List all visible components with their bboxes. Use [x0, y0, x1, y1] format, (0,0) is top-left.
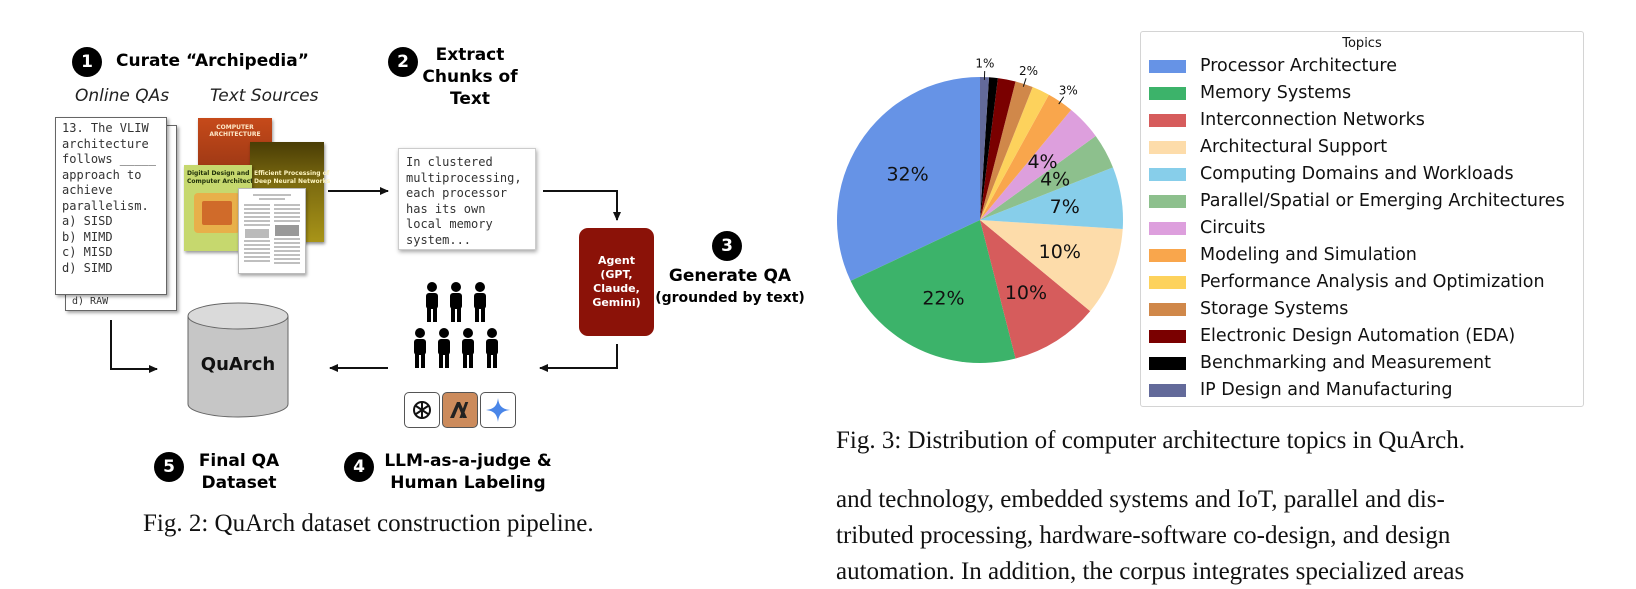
step-3-subtitle: (grounded by text): [648, 287, 812, 309]
legend-label: Circuits: [1200, 218, 1265, 238]
legend-item: Storage Systems: [1149, 298, 1348, 320]
legend-swatch: [1149, 60, 1186, 73]
legend-swatch: [1149, 222, 1186, 235]
gemini-logo-icon: [480, 392, 516, 428]
legend-item: Performance Analysis and Optimization: [1149, 271, 1545, 293]
step-2-title: Extract Chunks of Text: [410, 44, 530, 110]
legend-swatch: [1149, 249, 1186, 262]
legend-label: Memory Systems: [1200, 83, 1351, 103]
topics-legend: Topics Processor Architecture Memory Syst…: [1140, 31, 1584, 407]
legend-label: Computing Domains and Workloads: [1200, 164, 1514, 184]
legend-swatch: [1149, 168, 1186, 181]
body-text-line: and technology, embedded systems and IoT…: [836, 483, 1445, 517]
legend-item: Processor Architecture: [1149, 55, 1397, 77]
legend-label: IP Design and Manufacturing: [1200, 380, 1452, 400]
legend-item: Electronic Design Automation (EDA): [1149, 325, 1515, 347]
legend-label: Processor Architecture: [1200, 56, 1397, 76]
legend-title: Topics: [1141, 36, 1583, 51]
online-qas-label: Online QAs: [75, 86, 169, 106]
database-label: QuArch: [186, 354, 290, 375]
legend-item: Circuits: [1149, 217, 1265, 239]
legend-item: Computing Domains and Workloads: [1149, 163, 1514, 185]
step-4-badge: 4: [344, 452, 374, 482]
step-3-badge: 3: [712, 231, 742, 261]
slice-percent-label: 32%: [886, 164, 928, 186]
topics-pie-chart: 32%22%10%10%7%4%4%3%2%1%: [836, 46, 1136, 376]
legend-swatch: [1149, 114, 1186, 127]
figure-2-caption: Fig. 2: QuArch dataset construction pipe…: [143, 510, 594, 538]
legend-swatch: [1149, 276, 1186, 289]
step-4-title: LLM-as-a-judge & Human Labeling: [382, 450, 554, 494]
legend-swatch: [1149, 141, 1186, 154]
legend-swatch: [1149, 330, 1186, 343]
step-5-title: Final QA Dataset: [194, 450, 284, 494]
arrow-agent-to-humans: [540, 344, 617, 368]
text-chunk: In clustered multiprocessing, each proce…: [398, 148, 536, 250]
legend-swatch: [1149, 87, 1186, 100]
arrow-chunk-to-agent: [543, 191, 617, 220]
legend-item: Memory Systems: [1149, 82, 1351, 104]
legend-item: Modeling and Simulation: [1149, 244, 1417, 266]
anthropic-logo-icon: [442, 392, 478, 428]
legend-swatch: [1149, 195, 1186, 208]
legend-label: Architectural Support: [1200, 137, 1387, 157]
legend-item: Interconnection Networks: [1149, 109, 1425, 131]
body-text-line: tributed processing, hardware-software c…: [836, 519, 1450, 553]
openai-logo-icon: [404, 392, 440, 428]
book2-title: Efficient Processing of Deep Neural Netw…: [250, 142, 324, 186]
legend-label: Electronic Design Automation (EDA): [1200, 326, 1515, 346]
text-sources-label: Text Sources: [210, 86, 319, 106]
step-5-badge: 5: [154, 452, 184, 482]
book1-title: COMPUTER ARCHITECTURE: [198, 118, 272, 144]
book3-title: Digital Design and Computer Architecture: [184, 165, 252, 186]
slice-percent-label: 7%: [1050, 196, 1080, 218]
qa-document: 13. The VLIW architecture follows _____ …: [55, 117, 167, 295]
step-3-title: Generate QA: [660, 265, 800, 287]
legend-item: Parallel/Spatial or Emerging Architectur…: [1149, 190, 1565, 212]
step-1-title: Curate “Archipedia”: [116, 50, 309, 72]
paper-document-icon: [238, 188, 306, 274]
step-1-badge: 1: [72, 47, 102, 77]
legend-item: Architectural Support: [1149, 136, 1387, 158]
legend-swatch: [1149, 357, 1186, 370]
arrow-qas-to-dataset: [111, 320, 157, 369]
legend-label: Modeling and Simulation: [1200, 245, 1417, 265]
legend-label: Benchmarking and Measurement: [1200, 353, 1491, 373]
legend-label: Interconnection Networks: [1200, 110, 1425, 130]
legend-label: Parallel/Spatial or Emerging Architectur…: [1200, 191, 1565, 211]
slice-percent-label: 2%: [1019, 64, 1038, 78]
legend-item: IP Design and Manufacturing: [1149, 379, 1452, 401]
legend-swatch: [1149, 303, 1186, 316]
figure-3-caption: Fig. 3: Distribution of computer archite…: [836, 427, 1465, 455]
body-text-line: automation. In addition, the corpus inte…: [836, 555, 1464, 589]
slice-percent-label: 10%: [1039, 241, 1081, 263]
slice-percent-label: 10%: [1005, 282, 1047, 304]
legend-label: Storage Systems: [1200, 299, 1348, 319]
slice-percent-label: 22%: [922, 287, 964, 309]
slice-percent-label: 1%: [975, 56, 994, 70]
legend-label: Performance Analysis and Optimization: [1200, 272, 1545, 292]
human-labelers-icon: [410, 282, 514, 394]
agent-box: Agent (GPT, Claude, Gemini): [579, 228, 654, 336]
legend-item: Benchmarking and Measurement: [1149, 352, 1491, 374]
legend-swatch: [1149, 384, 1186, 397]
slice-percent-label: 3%: [1059, 83, 1078, 97]
